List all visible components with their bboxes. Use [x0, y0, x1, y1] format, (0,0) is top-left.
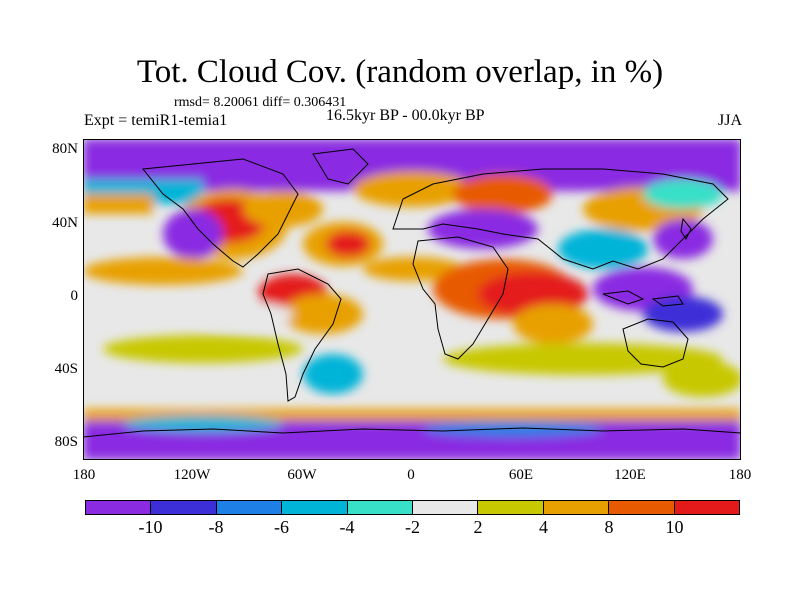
lon-label: 120W: [173, 467, 211, 483]
lat-label: 0: [70, 288, 79, 304]
lat-label: 80S: [54, 434, 78, 450]
colorbar-swatch: [151, 501, 217, 514]
map-title: Tot. Cloud Cov. (random overlap, in %): [136, 54, 664, 90]
colorbar-swatch: [674, 501, 740, 514]
colorbar-swatch: [543, 501, 610, 514]
colorbar: [85, 500, 740, 515]
colorbar-swatch: [413, 501, 479, 514]
colorbar-label: -2: [405, 517, 420, 537]
lon-label: 180: [72, 467, 96, 483]
cloud-cover-map: [83, 139, 741, 460]
colorbar-label: -4: [339, 517, 355, 537]
lon-label: 60W: [287, 467, 317, 483]
colorbar-label: 10: [665, 517, 684, 537]
colorbar-label: 8: [604, 517, 614, 537]
colorbar-swatch: [609, 501, 675, 514]
stats-text: rmsd= 8.20061 diff= 0.306431: [174, 95, 347, 110]
lon-label: 120E: [614, 467, 646, 483]
colorbar-label: -8: [208, 517, 224, 537]
colorbar-swatch: [216, 501, 283, 514]
colorbar-swatch: [478, 501, 544, 514]
colorbar-swatch: [282, 501, 348, 514]
lon-label: 60E: [508, 467, 534, 483]
period-label: 16.5kyr BP - 00.0kyr BP: [326, 107, 485, 124]
season-label: JJA: [717, 112, 742, 129]
lat-label: 40N: [52, 215, 78, 231]
coastlines: [83, 148, 741, 438]
colorbar-label: 4: [539, 517, 548, 537]
lat-label: 40S: [54, 361, 78, 377]
colorbar-label: 2: [473, 517, 483, 537]
colorbar-swatch: [347, 501, 414, 514]
lat-label: 80N: [52, 141, 78, 157]
colorbar-label: -10: [138, 517, 163, 537]
experiment-label: Expt = temiR1-temia1: [84, 112, 228, 129]
lon-label: 0: [407, 467, 415, 483]
colorbar-swatch: [86, 501, 152, 514]
colorbar-label: -6: [274, 517, 289, 537]
lon-label: 180: [728, 467, 752, 483]
